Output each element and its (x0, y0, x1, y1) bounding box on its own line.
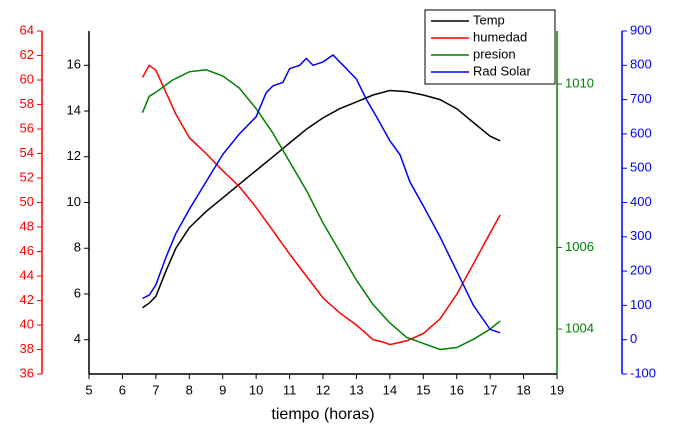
y-tick-label: 42 (20, 292, 34, 307)
legend-label: Temp (473, 12, 505, 27)
y-tick-label: 50 (20, 194, 34, 209)
y-tick-label: 0 (630, 331, 637, 346)
y-tick-label: 52 (20, 169, 34, 184)
x-tick-label: 17 (483, 382, 497, 397)
x-axis-label: tiempo (horas) (271, 406, 374, 423)
y-tick-label: 300 (630, 228, 652, 243)
y-tick-label: 1010 (565, 76, 594, 91)
legend-label: Rad Solar (473, 63, 531, 78)
x-tick-label: 16 (449, 382, 463, 397)
x-tick-label: 8 (186, 382, 193, 397)
line-series (142, 54, 501, 334)
y-tick-label: -100 (630, 365, 656, 380)
y-tick-label: 46 (20, 243, 34, 258)
x-tick-label: 6 (119, 382, 126, 397)
y-tick-label: 6 (74, 285, 81, 300)
y-tick-label: 400 (630, 194, 652, 209)
y-tick-label: 56 (20, 120, 34, 135)
x-tick-label: 7 (152, 382, 159, 397)
x-tick-label: 10 (249, 382, 263, 397)
legend-label: presion (473, 46, 516, 61)
x-tick-label: 11 (283, 382, 297, 397)
x-tick-label: 5 (85, 382, 92, 397)
y-tick-label: 200 (630, 263, 652, 278)
y-tick-label: 8 (74, 240, 81, 255)
x-tick-label: 15 (416, 382, 430, 397)
y-tick-label: 700 (630, 91, 652, 106)
line-series (141, 64, 501, 346)
y-tick-label: 12 (67, 148, 81, 163)
y-tick-label: 14 (67, 102, 81, 117)
y-tick-label: 64 (20, 22, 34, 37)
x-tick-label: 19 (550, 382, 564, 397)
x-tick-label: 18 (516, 382, 530, 397)
y-tick-label: 58 (20, 96, 34, 111)
x-tick-label: 14 (383, 382, 397, 397)
y-tick-label: 40 (20, 316, 34, 331)
y-tick-label: 800 (630, 57, 652, 72)
y-tick-label: 1006 (565, 239, 594, 254)
y-tick-label: 60 (20, 71, 34, 86)
y-tick-label: 62 (20, 47, 34, 62)
x-tick-label: 12 (316, 382, 330, 397)
y-tick-label: 1004 (565, 321, 594, 336)
y-tick-label: 10 (67, 194, 81, 209)
y-tick-label: 600 (630, 125, 652, 140)
y-tick-label: 500 (630, 160, 652, 175)
x-tick-label: 13 (349, 382, 363, 397)
x-tick-label: 9 (219, 382, 226, 397)
y-tick-label: 36 (20, 365, 34, 380)
legend-label: humedad (473, 29, 527, 44)
legend-box (424, 9, 556, 85)
y-tick-label: 100 (630, 297, 652, 312)
y-tick-label: 54 (20, 145, 34, 160)
line-series (141, 69, 501, 351)
y-tick-label: 900 (630, 22, 652, 37)
y-tick-label: 44 (20, 267, 34, 282)
y-tick-label: 16 (67, 57, 81, 72)
y-tick-label: 4 (74, 331, 81, 346)
y-tick-label: 38 (20, 341, 34, 356)
line-series (142, 89, 501, 309)
y-tick-label: 48 (20, 218, 34, 233)
